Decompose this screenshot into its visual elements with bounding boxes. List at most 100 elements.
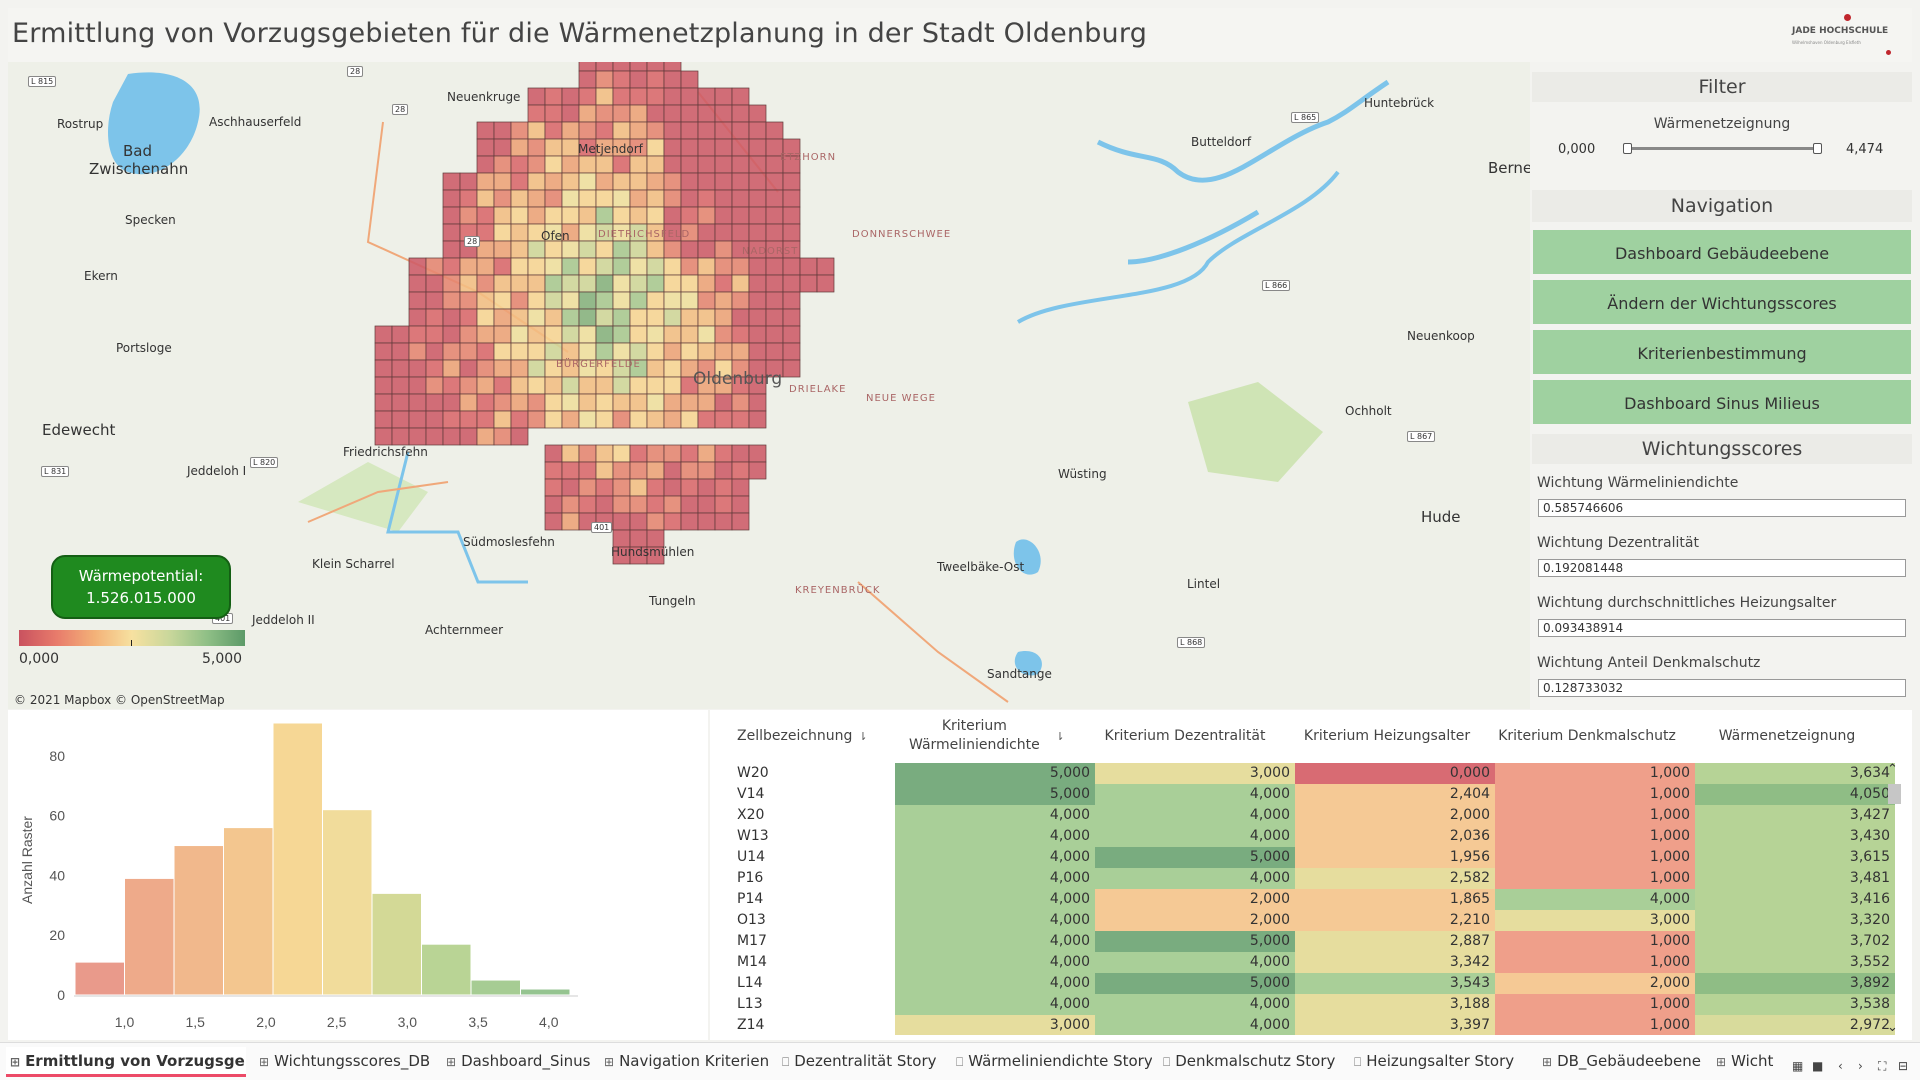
nav-button-kriterienbestimmung[interactable]: Kriterienbestimmung <box>1533 330 1911 377</box>
grid-cell[interactable] <box>459 359 478 378</box>
grid-cell[interactable] <box>578 274 597 293</box>
grid-cell[interactable] <box>527 240 546 259</box>
grid-cell[interactable] <box>748 189 767 208</box>
grid-cell[interactable] <box>578 70 597 89</box>
grid-cell[interactable] <box>561 189 580 208</box>
grid-cell[interactable] <box>782 342 801 361</box>
grid-cell[interactable] <box>714 257 733 276</box>
histogram-bar[interactable] <box>371 892 422 996</box>
grid-cell[interactable] <box>731 223 750 242</box>
grid-cell[interactable] <box>731 172 750 191</box>
grid-cell[interactable] <box>663 155 682 174</box>
grid-cell[interactable] <box>493 393 512 412</box>
grid-cell[interactable] <box>459 257 478 276</box>
grid-cell[interactable] <box>714 478 733 497</box>
grid-cell[interactable] <box>578 257 597 276</box>
grid-cell[interactable] <box>663 308 682 327</box>
grid-cell[interactable] <box>731 87 750 106</box>
grid-cell[interactable] <box>391 410 410 429</box>
grid-cell[interactable] <box>663 291 682 310</box>
grid-cell[interactable] <box>765 257 784 276</box>
grid-cell[interactable] <box>731 121 750 140</box>
grid-cell[interactable] <box>442 410 461 429</box>
grid-cell[interactable] <box>578 189 597 208</box>
grid-cell[interactable] <box>476 138 495 157</box>
grid-cell[interactable] <box>510 155 529 174</box>
grid-cell[interactable] <box>476 410 495 429</box>
grid-cell[interactable] <box>680 155 699 174</box>
grid-cell[interactable] <box>629 189 648 208</box>
grid-cell[interactable] <box>714 274 733 293</box>
grid-cell[interactable] <box>476 308 495 327</box>
grid-cell[interactable] <box>663 325 682 344</box>
grid-cell[interactable] <box>646 206 665 225</box>
grid-cell[interactable] <box>748 291 767 310</box>
grid-cell[interactable] <box>731 393 750 412</box>
grid-cell[interactable] <box>442 257 461 276</box>
grid-cell[interactable] <box>629 172 648 191</box>
grid-cell[interactable] <box>527 121 546 140</box>
grid-cell[interactable] <box>782 257 801 276</box>
grid-cell[interactable] <box>510 393 529 412</box>
grid-cell[interactable] <box>748 308 767 327</box>
grid-cell[interactable] <box>442 359 461 378</box>
grid-cell[interactable] <box>612 512 631 531</box>
grid-cell[interactable] <box>629 512 648 531</box>
grid-cell[interactable] <box>680 240 699 259</box>
grid-cell[interactable] <box>765 121 784 140</box>
grid-cell[interactable] <box>680 70 699 89</box>
grid-cell[interactable] <box>646 376 665 395</box>
nav-button-sinus-milieus[interactable]: Dashboard Sinus Milieus <box>1533 380 1911 427</box>
grid-cell[interactable] <box>595 410 614 429</box>
grid-cell[interactable] <box>595 274 614 293</box>
grid-cell[interactable] <box>748 342 767 361</box>
grid-cell[interactable] <box>697 461 716 480</box>
grid-cell[interactable] <box>646 138 665 157</box>
grid-cell[interactable] <box>714 495 733 514</box>
grid-cell[interactable] <box>578 291 597 310</box>
grid-cell[interactable] <box>425 325 444 344</box>
grid-cell[interactable] <box>697 342 716 361</box>
histogram-bar[interactable] <box>421 943 472 996</box>
grid-cell[interactable] <box>748 223 767 242</box>
grid-cell[interactable] <box>663 240 682 259</box>
grid-cell[interactable] <box>629 495 648 514</box>
grid-cell[interactable] <box>510 172 529 191</box>
grid-cell[interactable] <box>595 376 614 395</box>
sheet-sorter-icon[interactable]: ▦ <box>1792 1059 1804 1073</box>
scroll-up-icon[interactable]: ⌃ <box>1887 762 1898 777</box>
grid-cell[interactable] <box>646 461 665 480</box>
table-scrollbar[interactable]: ⌃ ⌄ <box>1886 762 1902 1037</box>
grid-cell[interactable] <box>408 325 427 344</box>
grid-cell[interactable] <box>714 393 733 412</box>
grid-cell[interactable] <box>629 104 648 123</box>
table-row[interactable]: P16 4,000 4,000 2,582 1,000 3,481 <box>725 868 1895 889</box>
grid-cell[interactable] <box>629 62 648 72</box>
grid-cell[interactable] <box>408 393 427 412</box>
grid-cell[interactable] <box>612 104 631 123</box>
grid-cell[interactable] <box>731 444 750 463</box>
grid-cell[interactable] <box>595 342 614 361</box>
grid-cell[interactable] <box>714 172 733 191</box>
grid-cell[interactable] <box>544 461 563 480</box>
grid-cell[interactable] <box>799 257 818 276</box>
grid-cell[interactable] <box>476 376 495 395</box>
grid-cell[interactable] <box>680 410 699 429</box>
grid-cell[interactable] <box>561 274 580 293</box>
grid-cell[interactable] <box>527 291 546 310</box>
grid-cell[interactable] <box>578 461 597 480</box>
grid-cell[interactable] <box>646 410 665 429</box>
grid-cell[interactable] <box>782 308 801 327</box>
grid-cell[interactable] <box>748 461 767 480</box>
histogram-bar[interactable] <box>520 988 571 996</box>
grid-cell[interactable] <box>612 291 631 310</box>
grid-cell[interactable] <box>663 495 682 514</box>
grid-cell[interactable] <box>510 342 529 361</box>
grid-cell[interactable] <box>493 427 512 446</box>
grid-cell[interactable] <box>493 359 512 378</box>
grid-cell[interactable] <box>459 410 478 429</box>
grid-cell[interactable] <box>663 359 682 378</box>
grid-cell[interactable] <box>748 172 767 191</box>
grid-cell[interactable] <box>544 291 563 310</box>
grid-cell[interactable] <box>510 257 529 276</box>
